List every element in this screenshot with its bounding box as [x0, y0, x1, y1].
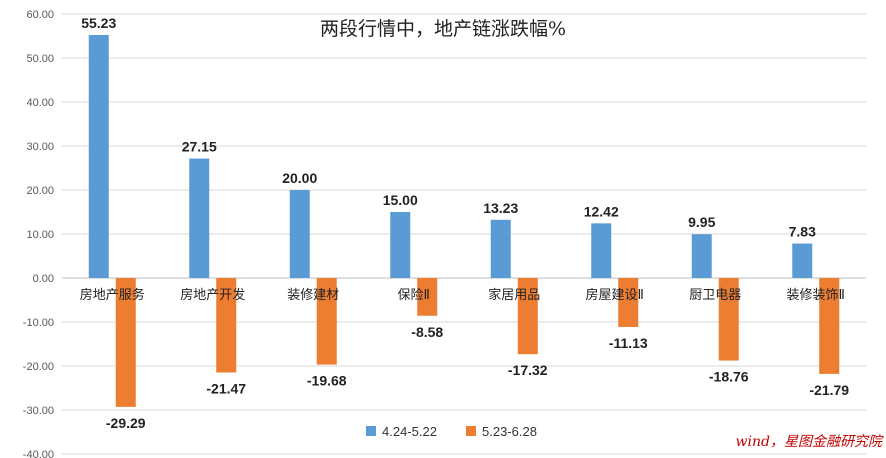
- bar-series-2: [316, 278, 337, 365]
- category-label: 保险Ⅱ: [398, 288, 430, 303]
- legend-swatch-series-1: [366, 426, 376, 436]
- category-label: 房屋建设Ⅱ: [586, 287, 644, 303]
- bar-series-1: [792, 243, 813, 278]
- y-tick-label: 10.00: [26, 229, 54, 241]
- bar-series-1: [390, 212, 411, 278]
- legend: 4.24-5.22 5.23-6.28: [366, 424, 537, 439]
- legend-label-series-1: 4.24-5.22: [382, 424, 437, 439]
- category-label: 厨卫电器: [689, 288, 741, 303]
- legend-label-series-2: 5.23-6.28: [482, 424, 537, 439]
- data-label: -17.32: [508, 362, 548, 378]
- data-label: -8.58: [411, 324, 443, 340]
- bar-series-2: [718, 278, 739, 361]
- y-tick-label: -40.00: [23, 449, 54, 458]
- bar-series-2: [819, 278, 840, 374]
- bars: [88, 34, 840, 407]
- data-label: -19.68: [307, 373, 347, 389]
- category-label: 装修建材: [287, 288, 339, 303]
- y-tick-label: -20.00: [23, 361, 54, 373]
- data-label: -11.13: [609, 335, 648, 351]
- data-label: 12.42: [584, 203, 619, 219]
- y-tick-label: 20.00: [26, 185, 54, 197]
- data-label: -21.79: [809, 382, 849, 398]
- data-label: 7.83: [789, 224, 816, 240]
- bar-series-2: [115, 278, 136, 407]
- data-label: 15.00: [383, 192, 418, 208]
- data-label: 55.23: [81, 15, 116, 31]
- y-tick-label: -30.00: [23, 405, 54, 417]
- y-tick-label: 60.00: [26, 9, 54, 21]
- category-labels: 房地产服务 房地产开发 装修建材 保险Ⅱ 家居用品 房屋建设Ⅱ 厨卫电器 装修装饰Ⅱ: [80, 287, 845, 303]
- data-label: -29.29: [106, 415, 146, 431]
- y-tick-label: 0.00: [33, 273, 54, 285]
- bar-series-1: [591, 223, 612, 278]
- bar-series-1: [88, 34, 109, 278]
- bar-series-1: [691, 234, 712, 278]
- data-label: 9.95: [688, 214, 715, 230]
- data-labels: 55.23 -29.29 27.15 -21.47 20.00 -19.68 15.00 -8…: [81, 15, 849, 431]
- category-label: 装修装饰Ⅱ: [787, 288, 845, 303]
- bar-series-1: [490, 219, 511, 278]
- bar-series-2: [618, 278, 639, 327]
- gridlines: [62, 13, 866, 455]
- y-tick-label: -10.00: [23, 317, 54, 329]
- y-tick-label: 30.00: [26, 141, 54, 153]
- source-note: wind，星图金融研究院: [736, 434, 884, 450]
- data-label: 13.23: [483, 200, 518, 216]
- y-tick-label: 40.00: [26, 97, 54, 109]
- bar-series-2: [517, 278, 538, 355]
- category-label: 家居用品: [488, 287, 540, 303]
- category-label: 房地产服务: [80, 287, 145, 303]
- data-label: -18.76: [709, 369, 749, 385]
- data-label: 27.15: [182, 139, 217, 155]
- y-tick-label: 50.00: [26, 53, 54, 65]
- chart-title: 两段行情中，地产链涨跌幅%: [320, 18, 566, 40]
- data-label: -21.47: [206, 380, 246, 396]
- legend-swatch-series-2: [466, 426, 476, 436]
- data-label: 20.00: [282, 170, 317, 186]
- bar-series-2: [417, 278, 438, 316]
- y-axis-ticks: 60.00 50.00 40.00 30.00 20.00 10.00 0.00 -10.00…: [23, 9, 54, 458]
- category-label: 房地产开发: [180, 287, 245, 303]
- bar-series-1: [189, 158, 210, 278]
- bar-series-1: [289, 190, 310, 278]
- bar-series-2: [216, 278, 237, 373]
